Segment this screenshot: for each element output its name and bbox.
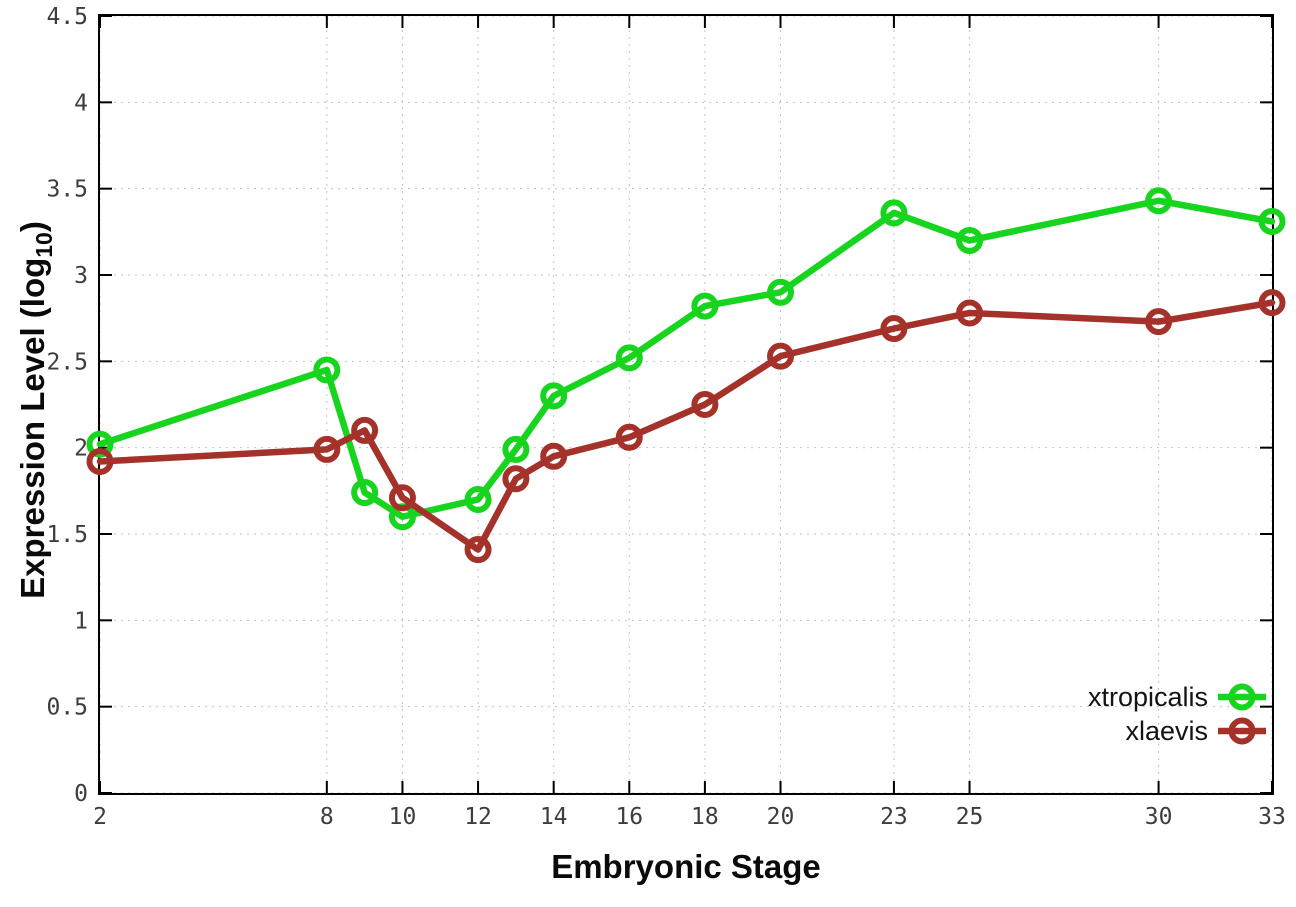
x-tick-label: 33 — [1258, 804, 1286, 830]
tick-layer — [99, 15, 1273, 794]
y-tick-label: 0 — [74, 781, 88, 807]
data-point-xlaevis — [767, 342, 795, 370]
data-point-xtropicalis — [691, 292, 719, 320]
data-point-xlaevis — [540, 442, 568, 470]
legend-layer: xtropicalis xlaevis — [1088, 682, 1266, 746]
grid-layer — [99, 15, 1273, 794]
y-tick-label: 0.5 — [46, 695, 88, 721]
x-tick-label: 10 — [389, 804, 417, 830]
data-point-xtropicalis — [313, 356, 341, 384]
y-axis-title-subscript: 10 — [31, 232, 57, 258]
x-tick-label: 16 — [615, 804, 643, 830]
data-point-xlaevis — [1258, 289, 1286, 317]
plot-border — [98, 14, 1274, 795]
data-point-xtropicalis — [464, 485, 492, 513]
data-point-xtropicalis — [1145, 187, 1173, 215]
y-axis-title-close: ) — [14, 221, 51, 232]
data-point-xtropicalis — [351, 479, 379, 507]
data-point-xtropicalis — [880, 199, 908, 227]
data-point-xtropicalis — [86, 430, 114, 458]
series-line-xtropicalis — [96, 197, 1276, 520]
legend-label-xlaevis: xlaevis — [1125, 716, 1208, 746]
x-tick-label: 23 — [880, 804, 908, 830]
data-point-xlaevis — [86, 447, 114, 475]
y-tick-label: 1.5 — [46, 522, 88, 548]
x-tick-label: 30 — [1145, 804, 1173, 830]
data-point-xtropicalis — [956, 226, 984, 254]
data-point-xtropicalis — [615, 344, 643, 372]
legend-marker-xtropicalis — [1228, 683, 1256, 711]
x-tick-label: 25 — [956, 804, 984, 830]
y-tick-label: 1 — [74, 608, 88, 634]
legend-label-xtropicalis: xtropicalis — [1088, 682, 1208, 712]
y-tick-label: 3 — [74, 263, 88, 289]
y-axis-title-main: Expression Level (log — [14, 258, 51, 599]
y-tick-label: 2 — [74, 436, 88, 462]
data-point-xlaevis — [351, 416, 379, 444]
data-point-xtropicalis — [1258, 207, 1286, 235]
data-point-xtropicalis — [540, 382, 568, 410]
x-tick-label: 12 — [464, 804, 492, 830]
data-point-xlaevis — [956, 299, 984, 327]
data-point-xlaevis — [691, 391, 719, 418]
y-tick-label: 3.5 — [46, 177, 88, 203]
y-tick-label: 4 — [74, 90, 88, 116]
data-point-xlaevis — [615, 423, 643, 451]
data-point-xlaevis — [313, 435, 341, 463]
y-tick-label: 4.5 — [46, 4, 88, 30]
series-layer — [86, 187, 1286, 564]
x-tick-label: 2 — [93, 804, 107, 830]
data-point-xtropicalis — [767, 278, 795, 306]
data-point-xlaevis — [1145, 308, 1173, 336]
tick-label-layer: 2 8 10 12 14 16 18 20 23 25 30 33 0 0.5 1 1.5 2 2.5 3 3.5 4 4… — [46, 4, 1285, 830]
data-point-xlaevis — [502, 465, 530, 493]
plot-border-layer — [98, 14, 1274, 795]
series-line-xlaevis — [96, 299, 1276, 553]
x-tick-label: 14 — [540, 804, 568, 830]
data-point-xlaevis — [880, 315, 908, 343]
y-tick-label: 2.5 — [46, 349, 88, 375]
x-tick-label: 18 — [691, 804, 719, 830]
x-tick-label: 8 — [320, 804, 334, 830]
data-point-xlaevis — [388, 484, 416, 512]
data-point-xtropicalis — [502, 435, 530, 463]
x-tick-label: 20 — [767, 804, 795, 830]
x-axis-title: Embryonic Stage — [551, 848, 821, 885]
y-axis-title: Expression Level (log10) — [14, 221, 57, 599]
legend-marker-xlaevis — [1228, 717, 1256, 745]
data-point-xlaevis — [464, 536, 492, 564]
